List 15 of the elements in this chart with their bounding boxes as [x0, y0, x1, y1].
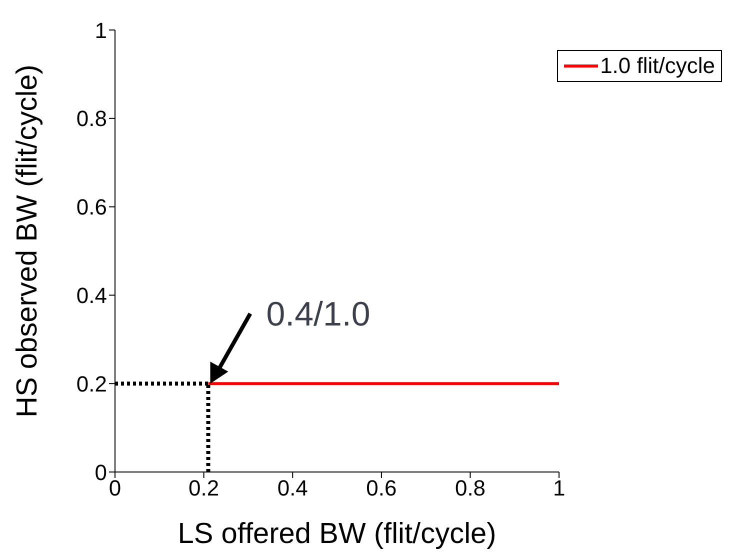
y-tick-label: 0.2	[76, 371, 107, 396]
x-tick-label: 0.2	[188, 476, 220, 501]
x-tick-label: 0.4	[277, 476, 308, 501]
x-tick-label: 1	[552, 476, 566, 501]
y-tick-label: 0.4	[76, 283, 107, 308]
y-tick-label: 0.6	[76, 194, 107, 220]
x-axis-title: LS offered BW (flit/cycle)	[178, 518, 496, 550]
x-tick-label: 0.8	[454, 476, 486, 501]
y-tick-label: 0	[94, 460, 107, 485]
x-tick-label: 0.6	[366, 476, 397, 501]
y-axis-title: HS observed BW (flit/cycle)	[11, 64, 44, 418]
annotation: 0.4/1.0	[266, 296, 370, 334]
y-tick-label: 0.8	[76, 106, 107, 132]
legend-label: 1.0 flit/cycle	[600, 53, 715, 79]
y-tick-label: 1	[94, 18, 107, 43]
